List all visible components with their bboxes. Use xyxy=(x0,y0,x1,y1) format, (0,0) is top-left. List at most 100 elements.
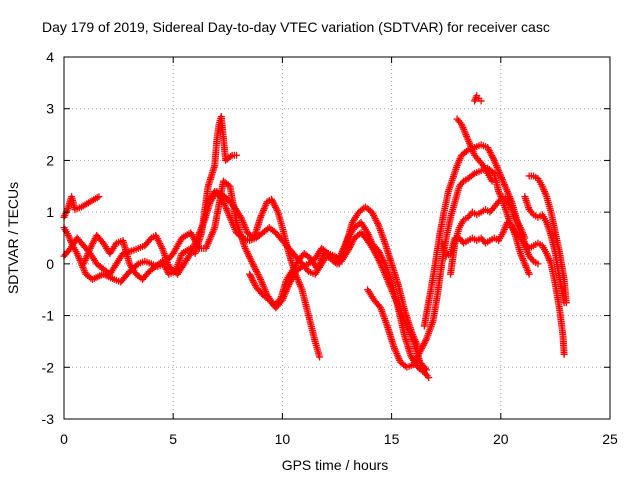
x-tick-label: 25 xyxy=(602,431,618,447)
data-point xyxy=(370,247,378,255)
data-point xyxy=(252,267,260,275)
data-point xyxy=(272,203,280,211)
data-point xyxy=(160,261,168,269)
data-point xyxy=(422,336,430,344)
data-point xyxy=(268,197,276,205)
data-point xyxy=(488,177,496,185)
data-point xyxy=(244,249,252,257)
data-point xyxy=(95,193,103,201)
data-point xyxy=(376,258,384,266)
data-point xyxy=(227,153,235,161)
x-tick-label: 15 xyxy=(384,431,400,447)
data-point xyxy=(248,275,256,283)
data-point xyxy=(88,241,96,249)
data-point xyxy=(89,239,97,247)
data-point xyxy=(241,244,249,252)
data-point xyxy=(243,248,251,256)
data-point xyxy=(133,261,141,269)
data-point xyxy=(412,356,420,364)
series-arc13 xyxy=(471,92,485,105)
data-point xyxy=(415,349,423,357)
data-point xyxy=(419,341,427,349)
data-point xyxy=(250,278,258,286)
data-point xyxy=(244,251,252,259)
data-point xyxy=(462,147,470,155)
data-point xyxy=(368,208,376,216)
data-point xyxy=(285,281,293,289)
data-point xyxy=(245,253,253,261)
x-tick-label: 0 xyxy=(60,431,68,447)
data-point xyxy=(270,200,278,208)
x-tick-label: 5 xyxy=(169,431,177,447)
data-point xyxy=(560,299,568,307)
data-point xyxy=(374,255,382,263)
data-point xyxy=(86,244,94,252)
series-arc2 xyxy=(60,177,433,382)
data-point xyxy=(372,216,380,224)
data-point xyxy=(471,95,479,103)
data-point xyxy=(237,233,245,241)
data-point xyxy=(425,374,433,382)
data-point xyxy=(159,259,167,267)
data-point xyxy=(409,361,417,369)
y-tick-label: -2 xyxy=(42,359,55,375)
data-point xyxy=(372,250,380,258)
data-point xyxy=(287,277,295,285)
x-tick-label: 10 xyxy=(275,431,291,447)
data-point xyxy=(485,147,493,155)
data-point xyxy=(525,270,533,278)
data-point xyxy=(373,252,381,260)
data-point xyxy=(87,243,95,251)
data-point xyxy=(373,218,381,226)
data-point xyxy=(371,215,379,223)
y-tick-label: 0 xyxy=(46,256,54,272)
data-point xyxy=(246,254,254,262)
data-point xyxy=(155,238,163,246)
y-tick-label: -1 xyxy=(42,308,55,324)
data-point xyxy=(247,273,255,281)
data-point xyxy=(484,144,492,151)
data-point xyxy=(246,270,254,278)
data-point xyxy=(267,195,275,203)
data-point xyxy=(242,246,250,254)
data-point xyxy=(157,243,165,251)
series-arc11 xyxy=(447,193,529,278)
data-point xyxy=(489,155,497,163)
data-point xyxy=(410,359,418,367)
data-point xyxy=(252,266,260,274)
data-point xyxy=(487,150,495,158)
series-arc15 xyxy=(521,193,568,307)
data-point xyxy=(153,235,161,243)
data-point xyxy=(289,272,297,280)
data-point xyxy=(153,233,161,241)
data-point xyxy=(254,271,262,279)
x-axis-label: GPS time / hours xyxy=(282,457,389,473)
data-point xyxy=(371,249,379,257)
data-point xyxy=(369,210,377,218)
data-point xyxy=(417,346,425,354)
y-tick-label: 2 xyxy=(46,152,54,168)
data-point xyxy=(418,343,426,351)
data-point xyxy=(375,257,383,265)
series-arc6 xyxy=(246,244,332,312)
data-point xyxy=(323,248,331,256)
series-arc10 xyxy=(438,218,533,278)
data-markers xyxy=(60,92,570,382)
data-point xyxy=(374,219,382,227)
data-point xyxy=(89,238,97,246)
data-point xyxy=(273,207,281,215)
data-point xyxy=(271,202,279,210)
data-point xyxy=(489,153,497,161)
data-point xyxy=(248,258,256,266)
series-arc5 xyxy=(204,187,324,361)
data-point xyxy=(161,262,169,270)
data-point xyxy=(324,250,332,258)
data-point xyxy=(256,274,264,282)
data-point xyxy=(423,366,431,374)
data-point xyxy=(488,152,496,160)
data-point xyxy=(414,353,422,361)
chart-title: Day 179 of 2019, Sidereal Day-to-day VTE… xyxy=(42,19,550,35)
data-point xyxy=(370,213,378,221)
y-tick-label: 1 xyxy=(46,204,54,220)
data-point xyxy=(246,272,254,280)
